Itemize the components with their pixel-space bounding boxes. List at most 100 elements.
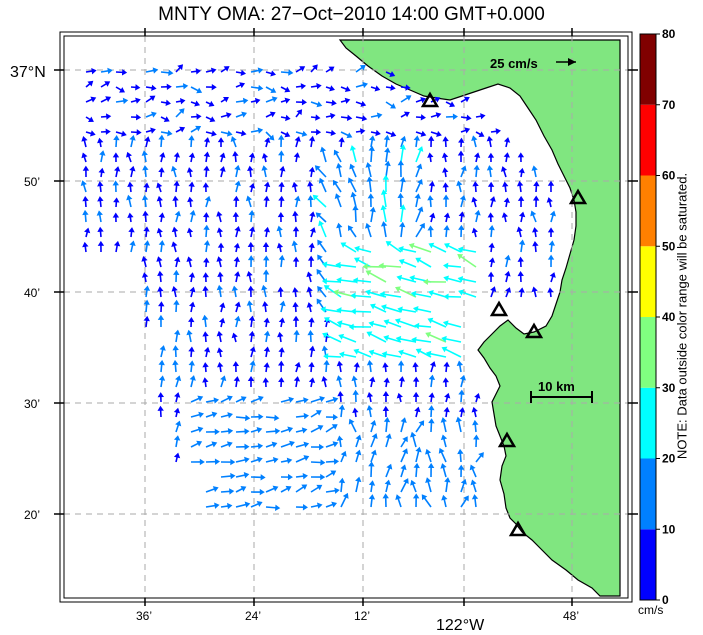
current-vector-head (149, 95, 156, 102)
current-vector-head (289, 440, 295, 447)
current-vector-head (188, 181, 195, 187)
current-vector-head (369, 376, 376, 383)
current-vector-head (411, 336, 417, 344)
current-vector-head (214, 502, 220, 509)
current-vector-head (390, 103, 396, 109)
current-vector-head (188, 316, 195, 323)
current-vector-head (366, 176, 373, 182)
current-vector-head (203, 165, 210, 171)
current-vector-head (531, 165, 538, 171)
current-vector-head (208, 100, 215, 107)
current-vector-head (246, 270, 253, 277)
current-vector-head (256, 501, 263, 507)
current-vector-head (173, 452, 181, 459)
current-vector-head (159, 345, 166, 351)
current-vector-head (257, 67, 264, 74)
current-vector-head (218, 317, 226, 324)
current-vector-head (105, 96, 112, 103)
current-vector-head (405, 95, 412, 101)
current-vector-head (203, 151, 211, 157)
current-vector-head (480, 113, 486, 120)
current-vector (352, 294, 372, 298)
colorbar-unit: cm/s (638, 603, 663, 617)
current-vector-head (473, 152, 481, 158)
current-vector-head (519, 211, 526, 218)
current-vector-head (308, 345, 316, 352)
current-vector-head (308, 317, 315, 323)
current-vector (427, 352, 447, 358)
current-vector-head (211, 411, 218, 418)
current-vector-head (107, 67, 113, 75)
current-vector (426, 333, 447, 343)
current-vector-head (369, 206, 376, 213)
current-vector-head (410, 479, 417, 486)
current-vector-head (172, 195, 179, 201)
current-vector-head (366, 359, 374, 366)
map-title: MNTY OMA: 27−Oct−2010 14:00 GMT+0.000 (158, 4, 545, 25)
current-vector-head (471, 494, 479, 500)
current-vector-head (315, 410, 322, 416)
current-vector-head (248, 210, 255, 216)
current-vector-head (317, 286, 323, 292)
current-vector-head (443, 225, 450, 231)
current-vector-head (143, 226, 150, 232)
current-vector-head (458, 289, 464, 296)
current-vector-head (226, 395, 233, 402)
colorbar-tick-label: 40 (662, 310, 676, 324)
current-vector-head (385, 241, 392, 247)
current-vector-head (473, 434, 480, 440)
current-vector-head (489, 196, 496, 202)
current-vector-head (233, 256, 240, 262)
current-vector-head (293, 329, 300, 335)
current-vector-head (420, 97, 427, 104)
current-vector-head (226, 130, 233, 137)
current-vector-head (278, 181, 285, 187)
current-vector-head (371, 433, 378, 439)
current-vector-head (87, 80, 94, 87)
current-vector-head (203, 224, 210, 230)
current-vector-head (262, 377, 269, 383)
lon-label-122w: 122°W (436, 617, 485, 634)
current-vector-head (381, 351, 388, 358)
current-vector-head (285, 485, 292, 492)
current-vector-head (362, 263, 368, 270)
lat-label-50: 50’ (24, 175, 40, 189)
current-vector-head (234, 271, 241, 277)
current-vector-head (202, 331, 209, 337)
current-vector-head (307, 330, 314, 336)
current-vector-head (389, 71, 396, 77)
current-vector-head (444, 392, 451, 399)
current-vector-head (204, 195, 211, 202)
current-vector-head (248, 315, 256, 322)
scale-bar-label: 10 km (538, 379, 575, 394)
current-vector-head (277, 286, 284, 292)
current-vector (458, 254, 477, 268)
current-vector-head (262, 242, 270, 248)
current-vector (367, 332, 387, 343)
current-vector-head (405, 84, 411, 91)
current-vector-head (292, 226, 300, 232)
current-vector-head (517, 195, 525, 201)
current-vector-head (277, 331, 284, 338)
current-vector-head (355, 449, 362, 456)
lon-label-48: 48’ (563, 609, 579, 623)
current-vector-head (88, 116, 94, 123)
colorbar-tick-label: 30 (662, 381, 676, 395)
current-vector-head (294, 361, 301, 368)
current-vector-head (449, 101, 456, 108)
current-vector-head (353, 362, 360, 368)
current-vector-head (188, 360, 195, 366)
current-vector-head (349, 163, 356, 170)
current-vector (381, 293, 402, 298)
current-vector-head (278, 377, 285, 383)
current-vector-head (427, 462, 435, 468)
current-vector-head (502, 181, 509, 187)
colorbar: 0 10 20 30 40 50 60 70 80 (639, 27, 676, 607)
current-vector-head (142, 210, 149, 216)
current-vector-head (457, 246, 464, 253)
current-vector-head (82, 165, 90, 171)
current-vector-head (440, 434, 448, 441)
current-vector-head (156, 256, 163, 262)
lat-label-40: 40’ (24, 286, 40, 300)
current-vector-head (547, 180, 555, 186)
